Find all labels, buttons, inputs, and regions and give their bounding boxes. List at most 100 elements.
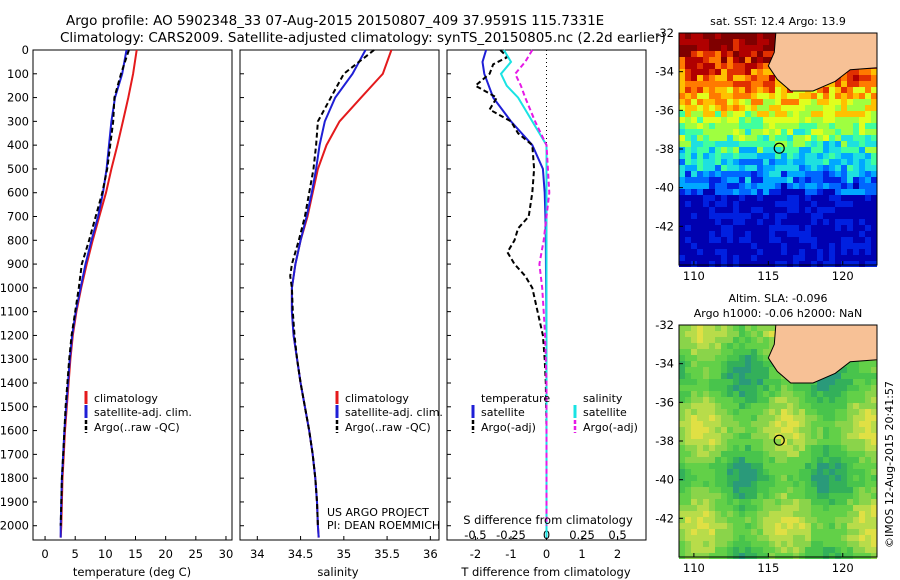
- sst-cell: [739, 57, 745, 63]
- sst-cell: [859, 213, 865, 219]
- sla-cell: [835, 403, 841, 409]
- sla-cell: [751, 445, 757, 451]
- sst-cell: [697, 255, 703, 261]
- sst-cell: [781, 213, 787, 219]
- sst-cell: [805, 123, 811, 129]
- sla-cell: [763, 427, 769, 433]
- sla-cell: [781, 475, 787, 481]
- sst-cell: [751, 87, 757, 93]
- sla-cell: [679, 403, 685, 409]
- sla-cell: [709, 457, 715, 463]
- legend-head-salinity: salinity: [583, 392, 623, 405]
- sst-cell: [853, 81, 859, 87]
- sst-cell: [865, 237, 871, 243]
- sla-cell: [751, 349, 757, 355]
- sla-cell: [727, 421, 733, 427]
- sla-cell: [697, 349, 703, 355]
- sst-cell: [847, 237, 853, 243]
- sst-cell: [775, 201, 781, 207]
- sla-cell: [679, 373, 685, 379]
- salinity-tick-label: 34: [250, 547, 265, 561]
- sst-cell: [799, 177, 805, 183]
- sla-cell: [763, 529, 769, 535]
- sla-cell: [871, 409, 877, 415]
- sst-cell: [697, 249, 703, 255]
- sst-cell: [727, 153, 733, 159]
- sst-cell: [787, 165, 793, 171]
- sst-cell: [793, 225, 799, 231]
- sla-cell: [835, 421, 841, 427]
- sla-cell: [829, 415, 835, 421]
- sla-cell: [823, 523, 829, 529]
- sla-cell: [865, 397, 871, 403]
- sla-cell: [721, 439, 727, 445]
- sst-cell: [787, 105, 793, 111]
- sst-cell: [865, 87, 871, 93]
- sla-cell: [781, 517, 787, 523]
- sst-cell: [733, 249, 739, 255]
- sla-cell: [775, 535, 781, 541]
- sst-cell: [859, 99, 865, 105]
- sst-cell: [787, 249, 793, 255]
- sla-cell: [739, 481, 745, 487]
- sla-cell: [799, 541, 805, 547]
- sla-cell: [745, 427, 751, 433]
- sla-cell: [691, 505, 697, 511]
- sst-cell: [679, 213, 685, 219]
- sla-cell: [769, 535, 775, 541]
- sla-cell: [775, 391, 781, 397]
- sla-cell: [847, 499, 853, 505]
- sst-cell: [739, 117, 745, 123]
- sst-cell: [829, 183, 835, 189]
- sla-cell: [733, 403, 739, 409]
- sla-cell: [745, 403, 751, 409]
- sla-cell: [763, 475, 769, 481]
- sla-cell: [721, 493, 727, 499]
- sla-cell: [679, 415, 685, 421]
- sla-cell: [715, 445, 721, 451]
- sst-cell: [781, 243, 787, 249]
- sla-cell: [703, 481, 709, 487]
- sst-cell: [787, 99, 793, 105]
- sst-cell: [691, 219, 697, 225]
- sst-cell: [703, 213, 709, 219]
- t-difference-axis-label: T difference from climatology: [460, 565, 631, 579]
- sla-cell: [703, 391, 709, 397]
- sst-cell: [703, 135, 709, 141]
- sla-cell: [757, 475, 763, 481]
- sst-cell: [709, 123, 715, 129]
- sla-cell: [829, 505, 835, 511]
- sst-cell: [679, 261, 685, 267]
- sla-cell: [685, 391, 691, 397]
- sst-cell: [691, 159, 697, 165]
- sst-cell: [697, 201, 703, 207]
- sla-cell: [721, 331, 727, 337]
- sla-cell: [811, 511, 817, 517]
- sla-cell: [715, 439, 721, 445]
- sst-cell: [733, 45, 739, 51]
- sla-cell: [733, 379, 739, 385]
- sla-cell: [841, 529, 847, 535]
- sst-cell: [817, 261, 823, 267]
- sla-cell: [829, 427, 835, 433]
- sla-cell: [859, 469, 865, 475]
- sst-cell: [745, 51, 751, 57]
- sla-cell: [781, 523, 787, 529]
- sst-cell: [709, 237, 715, 243]
- sla-cell: [685, 517, 691, 523]
- sla-cell: [787, 529, 793, 535]
- sst-cell: [847, 105, 853, 111]
- sst-cell: [757, 147, 763, 153]
- sst-cell: [781, 129, 787, 135]
- sla-cell: [697, 469, 703, 475]
- sla-cell: [865, 517, 871, 523]
- sst-cell: [709, 171, 715, 177]
- sla-cell: [685, 541, 691, 547]
- sst-cell: [799, 237, 805, 243]
- sst-cell: [793, 213, 799, 219]
- sla-cell: [703, 349, 709, 355]
- sla-cell: [697, 535, 703, 541]
- sla-cell: [733, 499, 739, 505]
- sla-cell: [847, 385, 853, 391]
- sla-cell: [799, 523, 805, 529]
